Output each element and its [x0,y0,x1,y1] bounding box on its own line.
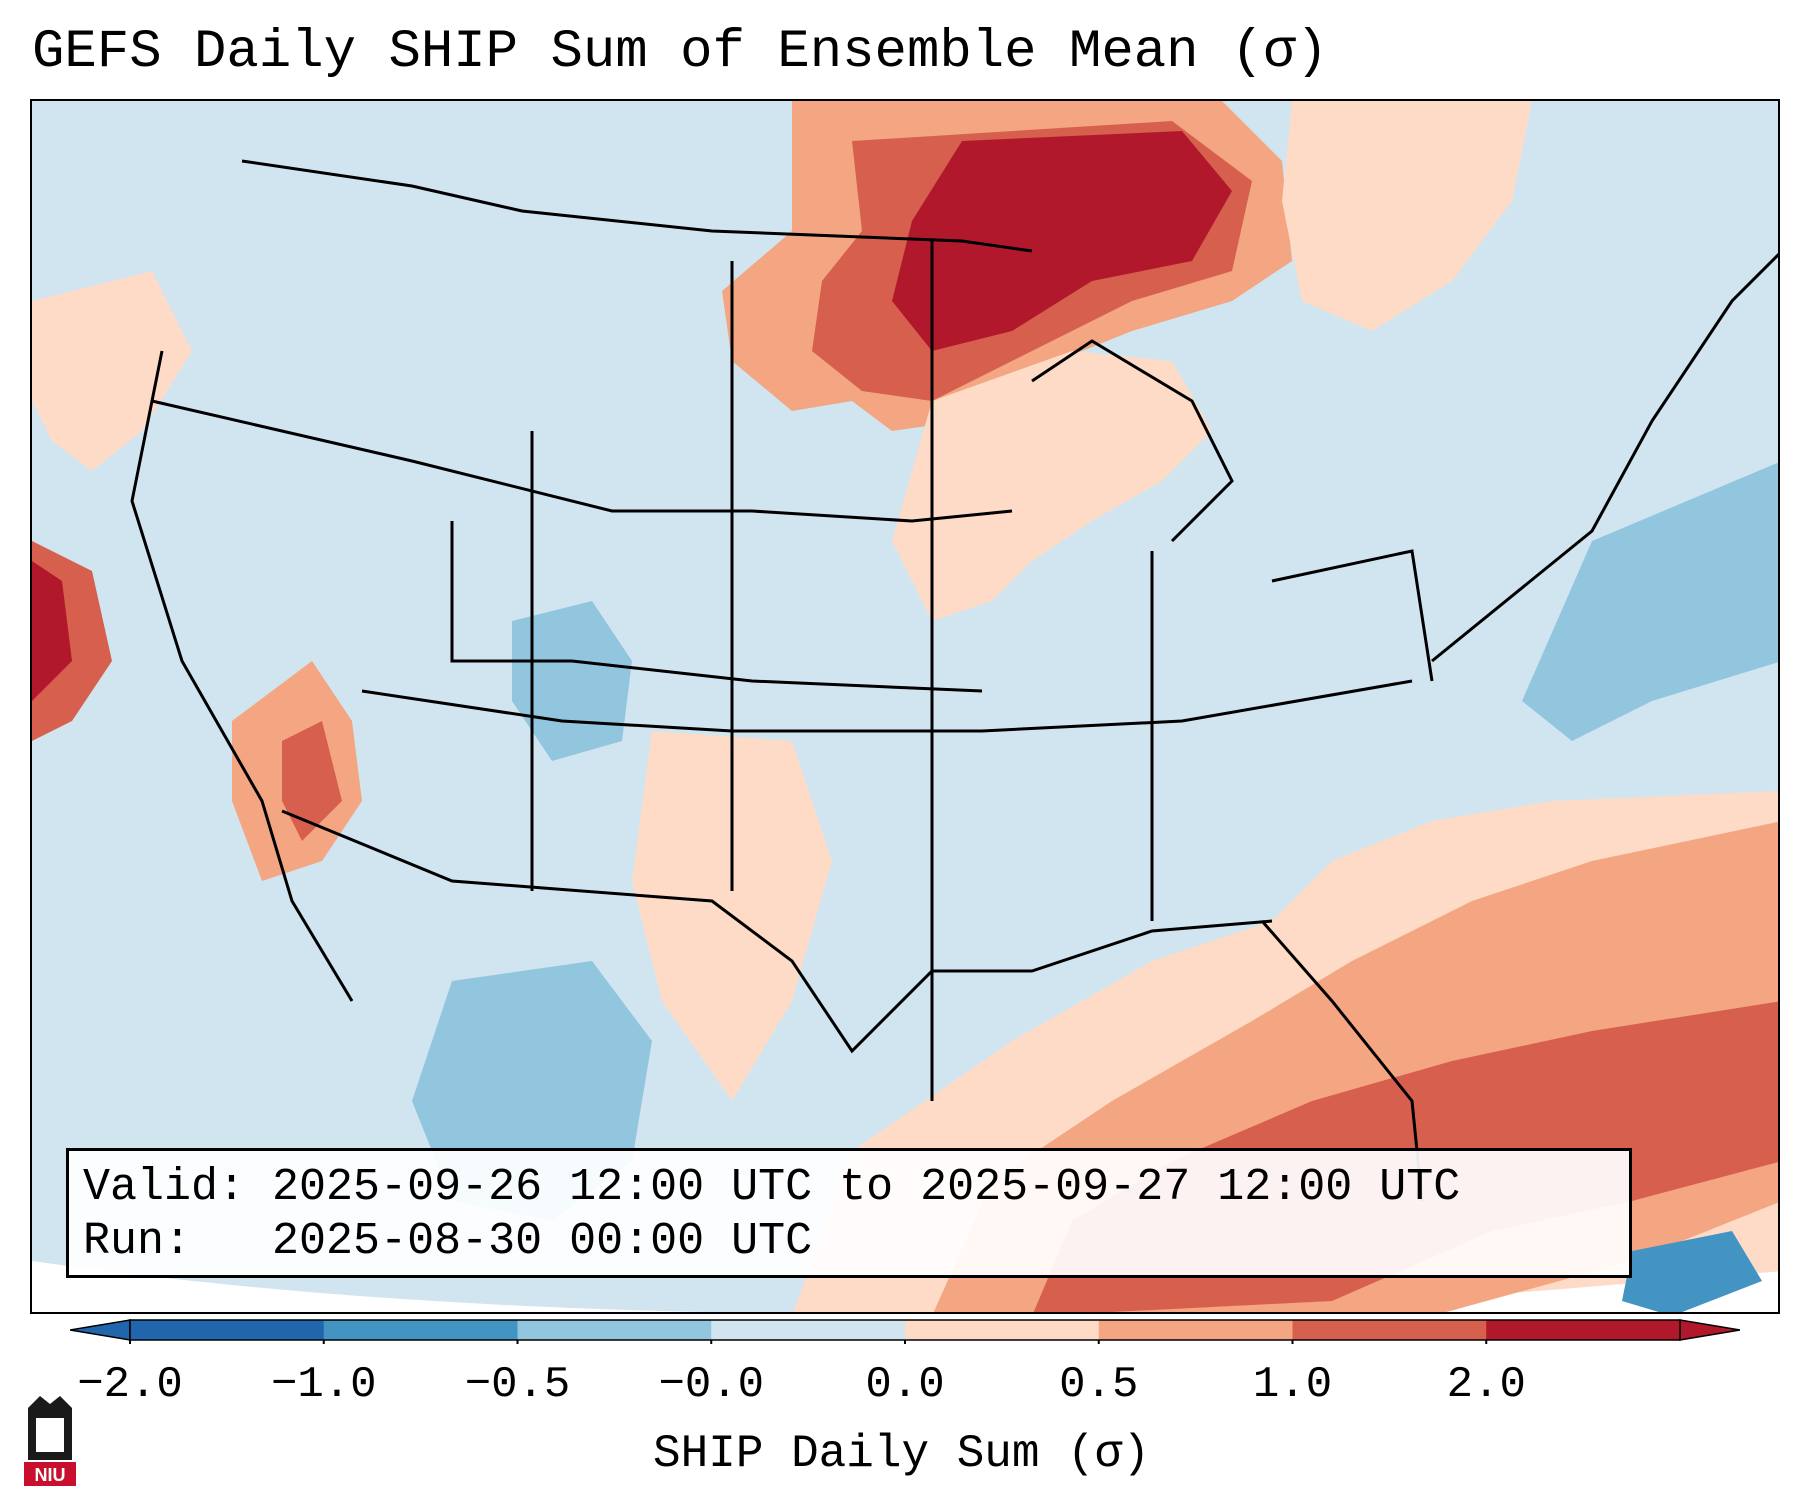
colorbar-tick-label: −1.0 [270,1360,377,1410]
colorbar-segment [517,1320,712,1340]
colorbar-extend-min [70,1319,131,1341]
colorbar-segment [1486,1320,1681,1340]
run-value: 2025-08-30 00:00 UTC [272,1216,813,1267]
gulf-border-line [281,809,1273,1054]
colorbar-segment [711,1320,906,1340]
niu-logo: NIU [24,1396,76,1486]
us-canada-border [241,159,1033,253]
anomaly-neg-caribbean [1622,1231,1762,1312]
pacific-coast [130,350,354,1002]
colorbar [70,1319,1740,1344]
colorbar-segment [1292,1320,1487,1340]
anomaly-pos-sw-strong [282,721,342,841]
map-title: GEFS Daily SHIP Sum of Ensemble Mean (σ) [32,22,1329,83]
central-state-line [450,521,983,693]
northeast-states [1271,549,1434,682]
outside-domain [32,1261,1778,1312]
colorbar-segment [905,1320,1100,1340]
colorbar-tick-label: −0.0 [658,1360,765,1410]
anomaly-neg-atlantic [1522,462,1778,741]
atlantic-coast [1431,252,1778,663]
colorbar-tick-label: −0.5 [464,1360,571,1410]
anomaly-pos-midwest [892,351,1212,621]
anomaly-pos-northeast [1282,101,1532,331]
colorbar-tick-label: −2.0 [77,1360,183,1410]
northern-state-line [151,399,1013,523]
colorbar-label: SHIP Daily Sum (σ) [653,1428,1150,1480]
colorbar-segment [323,1320,518,1340]
valid-run-info-box: Valid: 2025-09-26 12:00 UTC to 2025-09-2… [66,1148,1632,1278]
colorbar-tick-label: 0.0 [865,1360,945,1410]
anomaly-max-north [892,131,1232,351]
southern-state-line [361,679,1413,733]
anomaly-neg-colorado [512,601,632,761]
valid-value: 2025-09-26 12:00 UTC to 2025-09-27 12:00… [272,1162,1461,1213]
political-borders [130,159,1778,1202]
great-lakes [1031,339,1234,543]
colorbar-extend-max [1679,1319,1740,1341]
colorbar-segment [130,1320,325,1340]
anomaly-pos-pacific [32,271,192,471]
anomaly-max-westcoast [32,561,72,701]
run-label: Run: [83,1216,192,1267]
logo-text: NIU [35,1465,66,1485]
colorbar-segment [1098,1320,1293,1340]
colorbar-tick-label: 1.0 [1252,1360,1333,1410]
colorbar-tick-label: 2.0 [1446,1360,1526,1410]
valid-label: Valid: [83,1162,246,1213]
map-panel [30,99,1780,1314]
map-svg [32,101,1778,1312]
colorbar-tick-label: 0.5 [1059,1360,1139,1410]
